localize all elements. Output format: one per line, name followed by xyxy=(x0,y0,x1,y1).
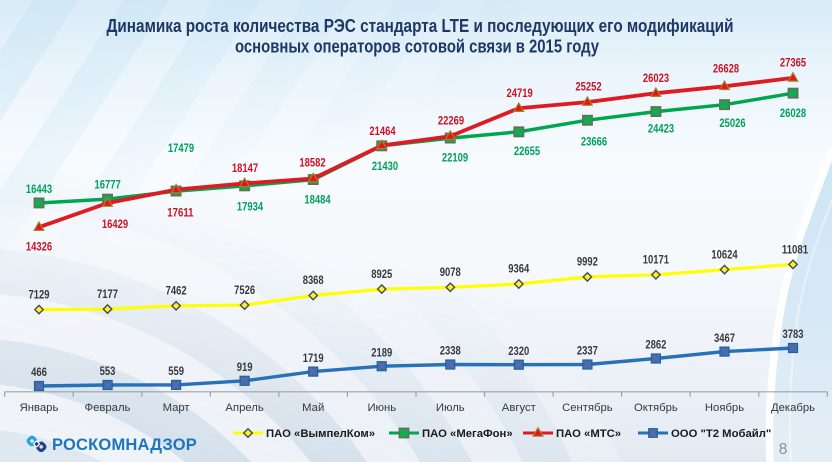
svg-text:16429: 16429 xyxy=(102,217,128,231)
svg-text:Июль: Июль xyxy=(436,402,465,414)
svg-text:2320: 2320 xyxy=(508,344,529,358)
svg-text:Февраль: Февраль xyxy=(85,402,131,414)
svg-text:Январь: Январь xyxy=(20,402,59,414)
svg-text:21430: 21430 xyxy=(372,159,398,173)
svg-text:7526: 7526 xyxy=(234,283,255,297)
svg-text:24719: 24719 xyxy=(507,86,533,100)
svg-text:ООО "Т2 Мобайл": ООО "Т2 Мобайл" xyxy=(671,428,771,440)
svg-text:3783: 3783 xyxy=(783,327,804,341)
svg-text:24423: 24423 xyxy=(648,122,674,136)
svg-text:18582: 18582 xyxy=(299,156,325,170)
svg-text:Август: Август xyxy=(502,402,536,414)
svg-text:23666: 23666 xyxy=(581,135,607,149)
svg-text:2862: 2862 xyxy=(645,338,666,352)
svg-text:18484: 18484 xyxy=(304,193,330,207)
svg-text:Октябрь: Октябрь xyxy=(634,402,678,414)
svg-text:Сентябрь: Сентябрь xyxy=(562,402,613,414)
svg-text:Июнь: Июнь xyxy=(367,402,396,414)
svg-text:16443: 16443 xyxy=(26,182,52,196)
svg-text:16777: 16777 xyxy=(95,178,121,192)
svg-text:основных операторов сотовой св: основных операторов сотовой связи в 2015… xyxy=(235,36,600,57)
svg-text:ПАО «МТС»: ПАО «МТС» xyxy=(556,428,621,440)
svg-text:26028: 26028 xyxy=(780,106,806,120)
svg-text:3467: 3467 xyxy=(714,331,735,345)
svg-text:11081: 11081 xyxy=(782,243,808,257)
svg-text:ПАО «ВымпелКом»: ПАО «ВымпелКом» xyxy=(266,428,375,440)
svg-text:14326: 14326 xyxy=(26,240,52,254)
svg-text:22655: 22655 xyxy=(514,144,540,158)
svg-text:27365: 27365 xyxy=(780,56,806,70)
svg-text:2337: 2337 xyxy=(577,344,598,358)
svg-text:26023: 26023 xyxy=(643,71,669,85)
svg-text:10171: 10171 xyxy=(643,253,669,267)
svg-text:РОСКОМНАДЗОР: РОСКОМНАДЗОР xyxy=(52,436,197,454)
svg-text:553: 553 xyxy=(100,364,116,378)
svg-text:21464: 21464 xyxy=(369,124,395,138)
svg-text:Май: Май xyxy=(302,402,324,414)
svg-text:17611: 17611 xyxy=(167,206,193,220)
svg-text:25026: 25026 xyxy=(719,116,745,130)
svg-text:8: 8 xyxy=(779,441,788,458)
svg-text:2189: 2189 xyxy=(371,345,392,359)
svg-text:2338: 2338 xyxy=(440,344,461,358)
svg-text:Ноябрь: Ноябрь xyxy=(705,402,744,414)
svg-text:9364: 9364 xyxy=(508,262,529,276)
svg-text:17934: 17934 xyxy=(237,200,263,214)
svg-text:26628: 26628 xyxy=(713,61,739,75)
svg-text:7129: 7129 xyxy=(29,287,50,301)
svg-text:7462: 7462 xyxy=(166,284,187,298)
svg-text:9078: 9078 xyxy=(440,265,461,279)
svg-text:25252: 25252 xyxy=(575,80,601,94)
svg-text:9992: 9992 xyxy=(577,255,598,269)
svg-text:Март: Март xyxy=(163,402,190,414)
svg-text:18147: 18147 xyxy=(232,161,258,175)
svg-text:7177: 7177 xyxy=(97,287,118,301)
svg-text:22269: 22269 xyxy=(438,114,464,128)
svg-text:ПАО «МегаФон»: ПАО «МегаФон» xyxy=(422,428,513,440)
svg-text:919: 919 xyxy=(237,360,253,374)
svg-text:17479: 17479 xyxy=(168,141,194,155)
svg-text:8925: 8925 xyxy=(371,267,392,281)
svg-text:466: 466 xyxy=(31,365,47,379)
svg-text:8368: 8368 xyxy=(303,273,324,287)
svg-text:Декабрь: Декабрь xyxy=(771,402,815,414)
svg-text:Апрель: Апрель xyxy=(225,402,263,414)
svg-text:10624: 10624 xyxy=(711,247,737,261)
svg-text:Динамика роста количества РЭС: Динамика роста количества РЭС стандарта … xyxy=(107,15,734,36)
svg-text:559: 559 xyxy=(168,364,184,378)
svg-text:1719: 1719 xyxy=(303,351,324,365)
svg-text:22109: 22109 xyxy=(442,151,468,165)
